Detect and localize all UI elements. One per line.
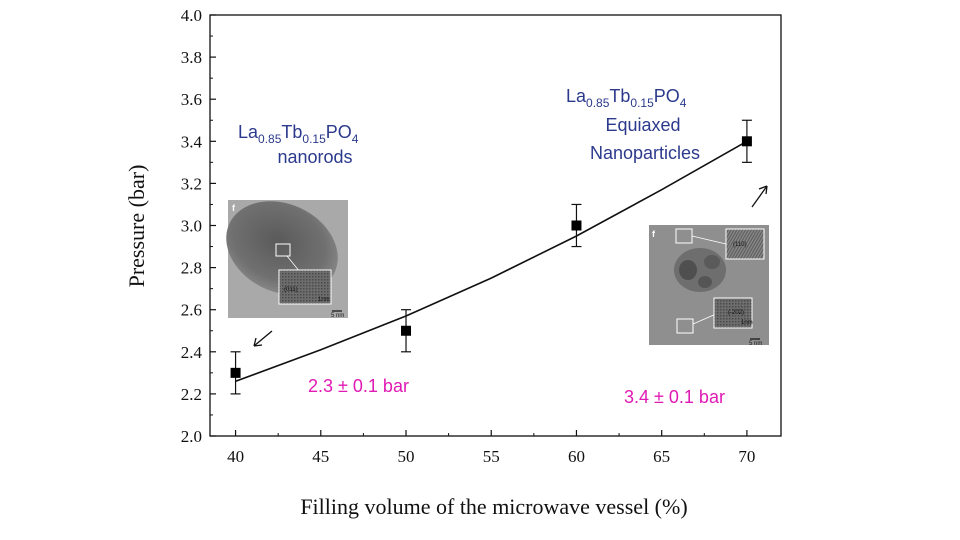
right-formula-po-sub: 4 bbox=[680, 96, 687, 110]
fit-curve bbox=[235, 140, 748, 383]
right-arrow bbox=[751, 185, 768, 208]
x-tick-label: 65 bbox=[653, 447, 670, 466]
y-tick-label: 2.2 bbox=[181, 385, 202, 404]
left-tem-inset: f (011) 1nm 5 nm bbox=[226, 200, 348, 319]
x-tick-label: 55 bbox=[483, 447, 500, 466]
left-morphology-label: nanorods bbox=[277, 147, 352, 167]
left-inset-panel-letter: f bbox=[232, 203, 236, 213]
left-pressure-value: 2.3 ± 0.1 bar bbox=[308, 376, 409, 396]
right-inset-select-box-2 bbox=[676, 318, 694, 334]
y-tick-label: 3.8 bbox=[181, 48, 202, 67]
left-arrow-head bbox=[253, 337, 263, 347]
right-arrow-head bbox=[758, 185, 768, 195]
left-formula-la: La bbox=[238, 122, 259, 142]
right-inset-lattice-label-2: (-202) bbox=[728, 310, 744, 316]
y-axis-title: Pressure (bar) bbox=[124, 165, 149, 288]
left-arrow bbox=[253, 330, 273, 347]
x-tick-label: 40 bbox=[227, 447, 244, 466]
right-inset-scale: 5 nm bbox=[749, 341, 762, 347]
data-point bbox=[230, 367, 241, 378]
right-compound-label: La0.85Tb0.15PO4 bbox=[566, 86, 687, 110]
y-tick-label: 2.4 bbox=[181, 343, 203, 362]
right-inset-lattice-label-1: (110) bbox=[733, 242, 747, 248]
left-formula-po-sub: 4 bbox=[352, 132, 359, 146]
y-tick-label: 2.0 bbox=[181, 427, 202, 446]
right-inset-zoom-1 bbox=[725, 228, 765, 260]
right-formula-tb: Tb bbox=[609, 86, 630, 106]
left-inset-zoom-scale: 1nm bbox=[318, 297, 330, 303]
right-formula-po: PO bbox=[654, 86, 680, 106]
data-point bbox=[401, 325, 412, 336]
left-formula-tb-sub: 0.15 bbox=[302, 132, 326, 146]
left-inset-select-box bbox=[275, 243, 291, 257]
left-compound-label: La0.85Tb0.15PO4 bbox=[238, 122, 359, 146]
x-tick-label: 45 bbox=[312, 447, 329, 466]
x-tick-label: 60 bbox=[568, 447, 585, 466]
axis-ticks: 40 45 50 55 60 65 70 2.0 2.2 2.4 2.6 2.8 3.0 3.2 3.4 3.… bbox=[181, 6, 756, 466]
data-point bbox=[571, 220, 582, 231]
right-morphology-line1: Equiaxed bbox=[605, 115, 680, 135]
left-formula-tb: Tb bbox=[281, 122, 302, 142]
y-tick-label: 4.0 bbox=[181, 6, 202, 25]
y-tick-label: 3.0 bbox=[181, 217, 202, 236]
data-point bbox=[741, 136, 752, 147]
y-tick-label: 3.2 bbox=[181, 174, 202, 193]
data-points bbox=[230, 119, 752, 395]
y-tick-label: 3.6 bbox=[181, 90, 202, 109]
x-axis-title: Filling volume of the microwave vessel (… bbox=[300, 494, 687, 519]
left-inset-scale: 5 nm bbox=[331, 313, 344, 319]
fit-curve-group bbox=[235, 140, 748, 383]
left-inset-zoom bbox=[278, 269, 332, 305]
right-tem-inset: f (110) (-202) 1nm 5 nm bbox=[649, 225, 769, 347]
right-formula-la: La bbox=[566, 86, 587, 106]
x-tick-label: 50 bbox=[398, 447, 415, 466]
y-tick-label: 2.8 bbox=[181, 259, 202, 278]
left-inset-lattice-label: (011) bbox=[284, 287, 298, 293]
right-inset-panel-letter: f bbox=[652, 229, 656, 239]
right-inset-zoom-2 bbox=[713, 297, 753, 329]
right-formula-tb-sub: 0.15 bbox=[630, 96, 654, 110]
right-morphology-line2: Nanoparticles bbox=[590, 143, 700, 163]
right-pressure-value: 3.4 ± 0.1 bar bbox=[624, 387, 725, 407]
x-tick-label: 70 bbox=[738, 447, 755, 466]
right-inset-zoom-scale: 1nm bbox=[741, 320, 753, 326]
right-formula-la-sub: 0.85 bbox=[586, 96, 610, 110]
left-formula-po: PO bbox=[326, 122, 352, 142]
y-tick-label: 2.6 bbox=[181, 301, 202, 320]
y-tick-label: 3.4 bbox=[181, 132, 203, 151]
left-formula-la-sub: 0.85 bbox=[258, 132, 282, 146]
